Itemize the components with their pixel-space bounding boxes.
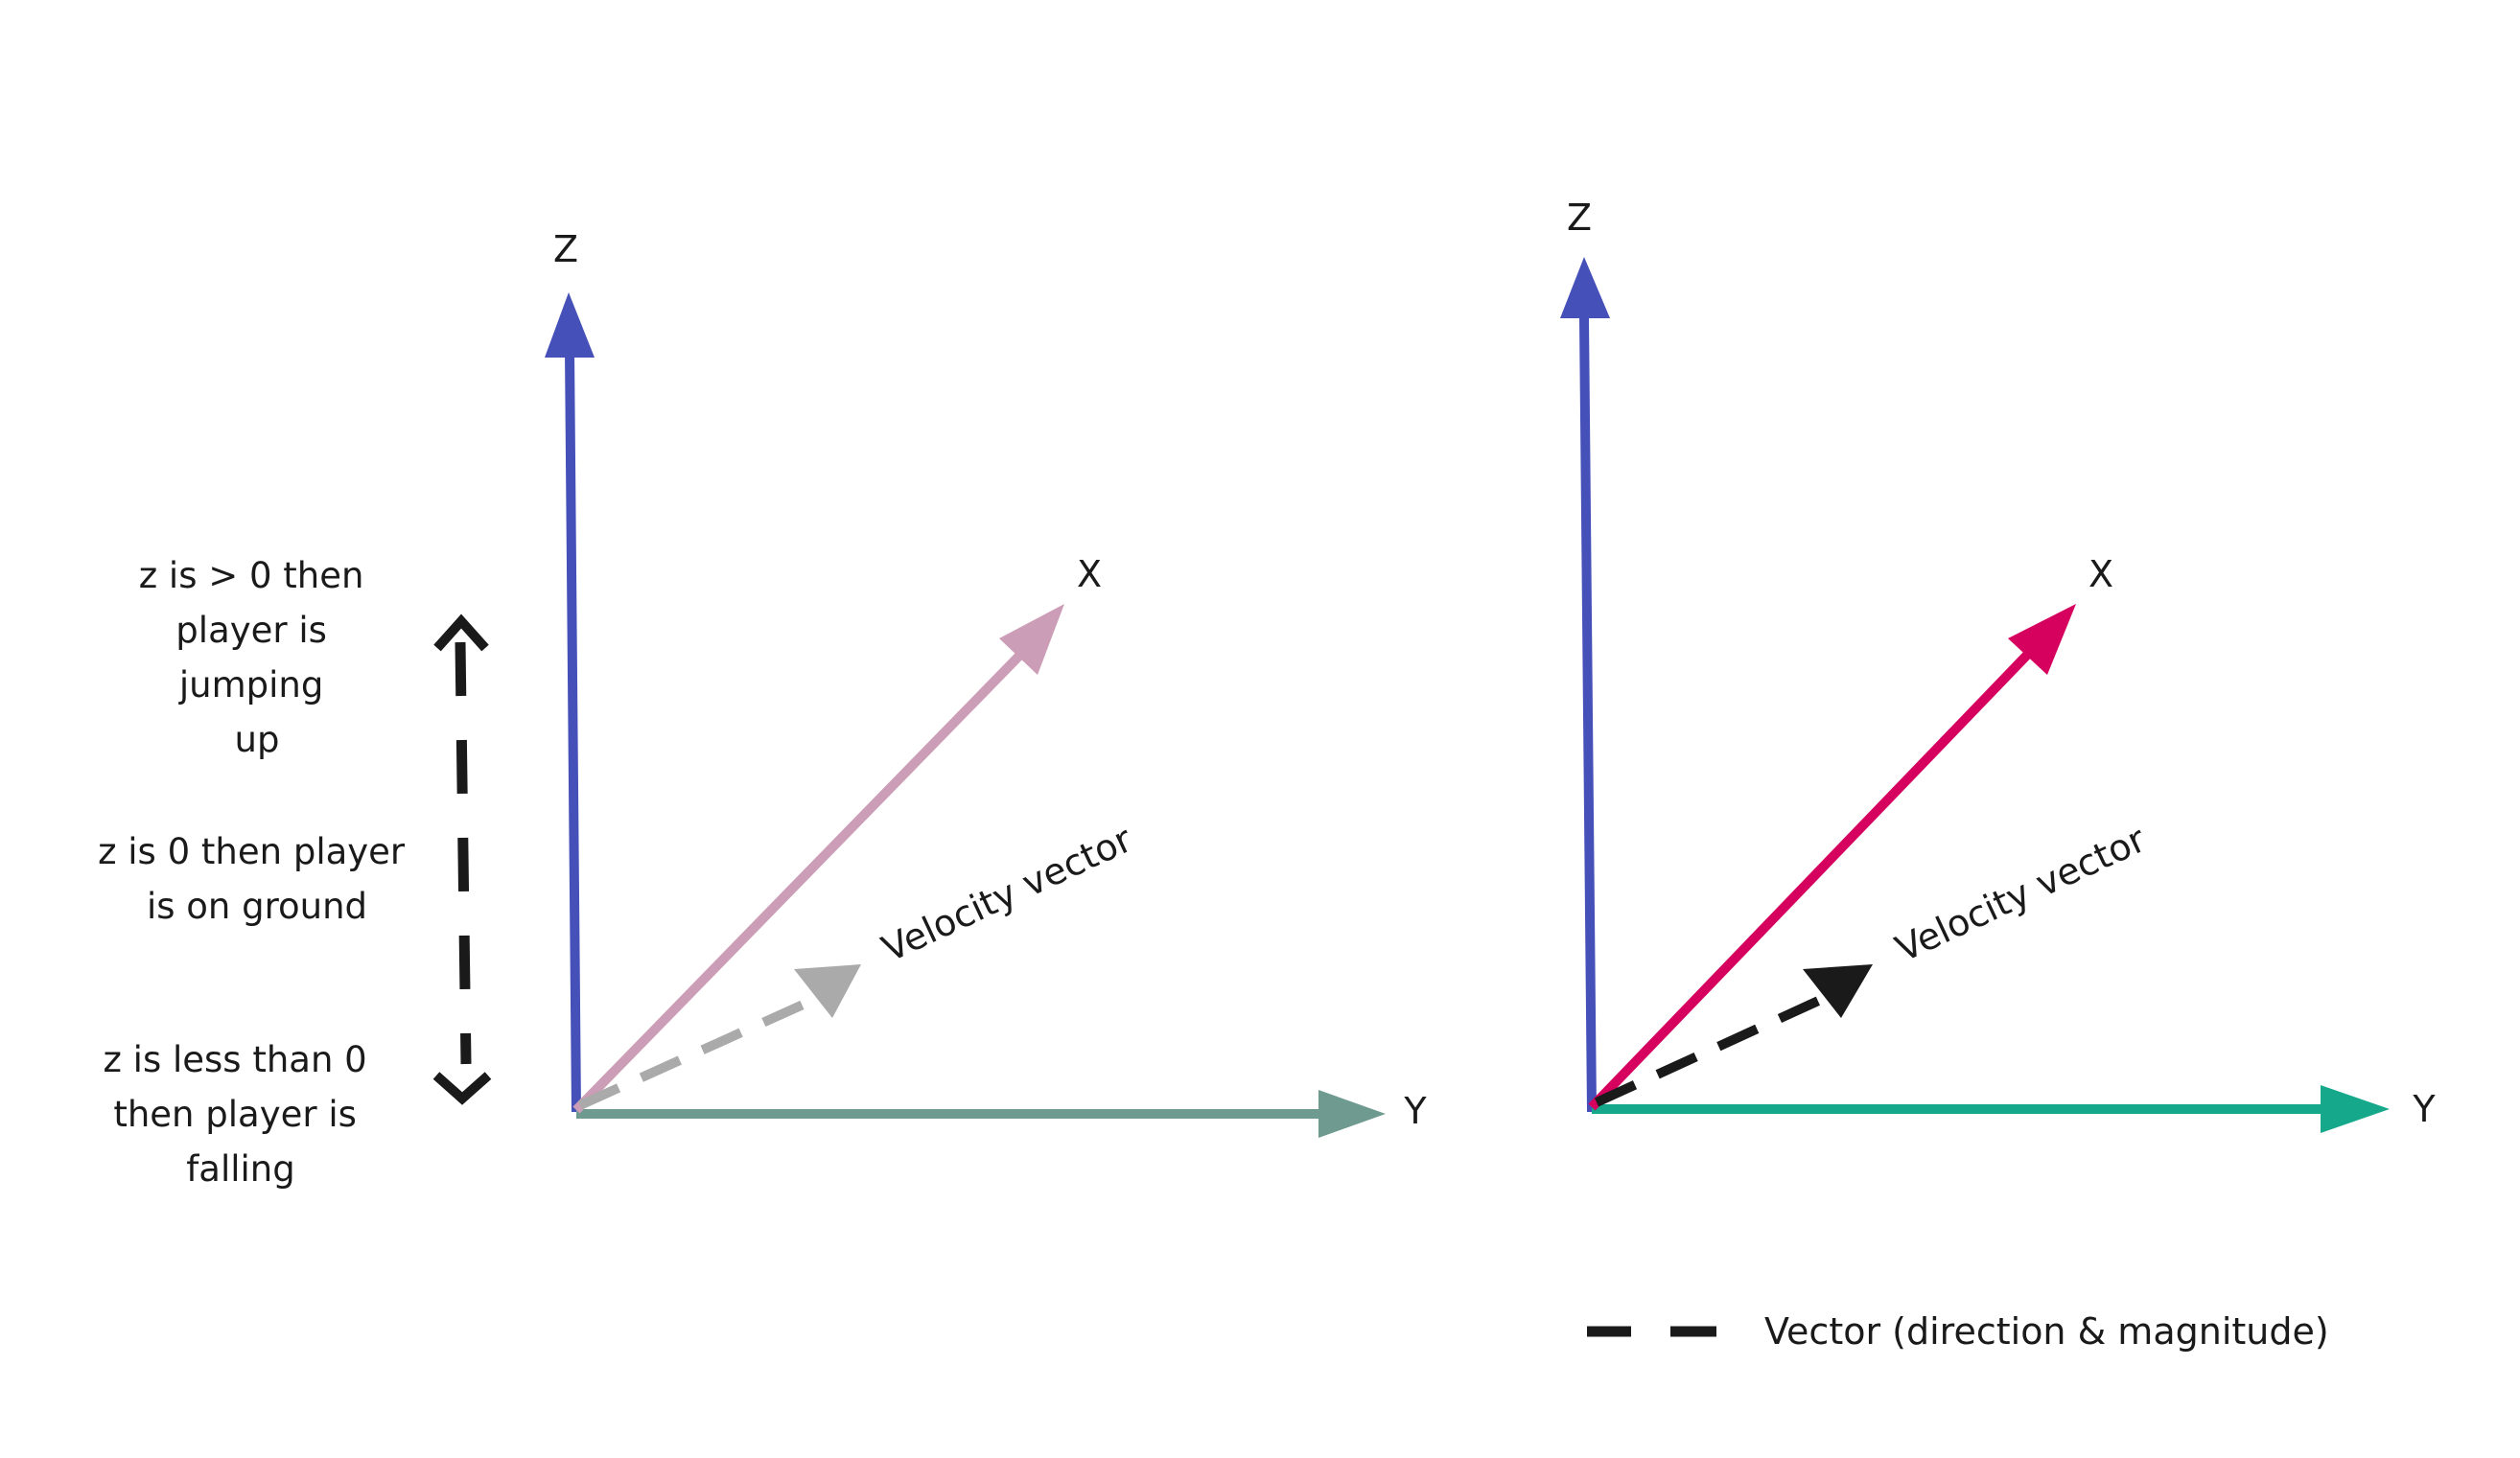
note-falling-line: then player is: [113, 1094, 357, 1135]
right-velocity-vector: [1594, 964, 1873, 1107]
note-ground-line: is on ground: [147, 886, 367, 927]
legend: Vector (direction & magnitude): [1587, 1310, 2329, 1353]
left-velocity-vector: [577, 964, 861, 1110]
left-y-axis: [576, 1090, 1386, 1138]
note-jumping-line: up: [235, 719, 280, 760]
note-falling-line: falling: [186, 1148, 294, 1190]
right-x-label: X: [2088, 553, 2113, 595]
right-x-axis: [1588, 604, 2076, 1111]
legend-label: Vector (direction & magnitude): [1764, 1310, 2329, 1353]
note-falling: z is less than 0 then player is falling: [103, 1039, 378, 1190]
note-jumping: z is > 0 then player is jumping up: [139, 555, 376, 760]
note-falling-line: z is less than 0: [103, 1039, 366, 1080]
right-z-label: Z: [1567, 197, 1592, 239]
down-chevron: [432, 1072, 492, 1105]
note-jumping-line: z is > 0 then: [139, 555, 364, 596]
note-ground: z is 0 then player is on ground: [98, 831, 416, 927]
right-y-axis: [1592, 1085, 2390, 1133]
right-panel: Z X Y Velocity vector: [1560, 197, 2436, 1133]
up-chevron: [433, 613, 489, 652]
note-jumping-line: player is: [175, 610, 327, 651]
right-velocity-label: Velocity vector: [1889, 818, 2152, 970]
left-x-axis: [572, 604, 1064, 1114]
left-z-label: Z: [553, 228, 578, 270]
note-jumping-line: jumping: [178, 664, 323, 706]
left-x-label: X: [1077, 553, 1102, 595]
note-ground-line: z is 0 then player: [98, 831, 406, 872]
left-y-label: Y: [1403, 1090, 1427, 1132]
left-velocity-label: Velocity vector: [875, 818, 1138, 970]
right-z-axis: [1560, 257, 1610, 1113]
left-panel: Z X Y Velocity vector z is > 0 then play…: [98, 228, 1427, 1190]
left-z-axis: [545, 292, 595, 1113]
right-y-label: Y: [2412, 1088, 2436, 1130]
z-direction-indicator: [432, 613, 492, 1105]
